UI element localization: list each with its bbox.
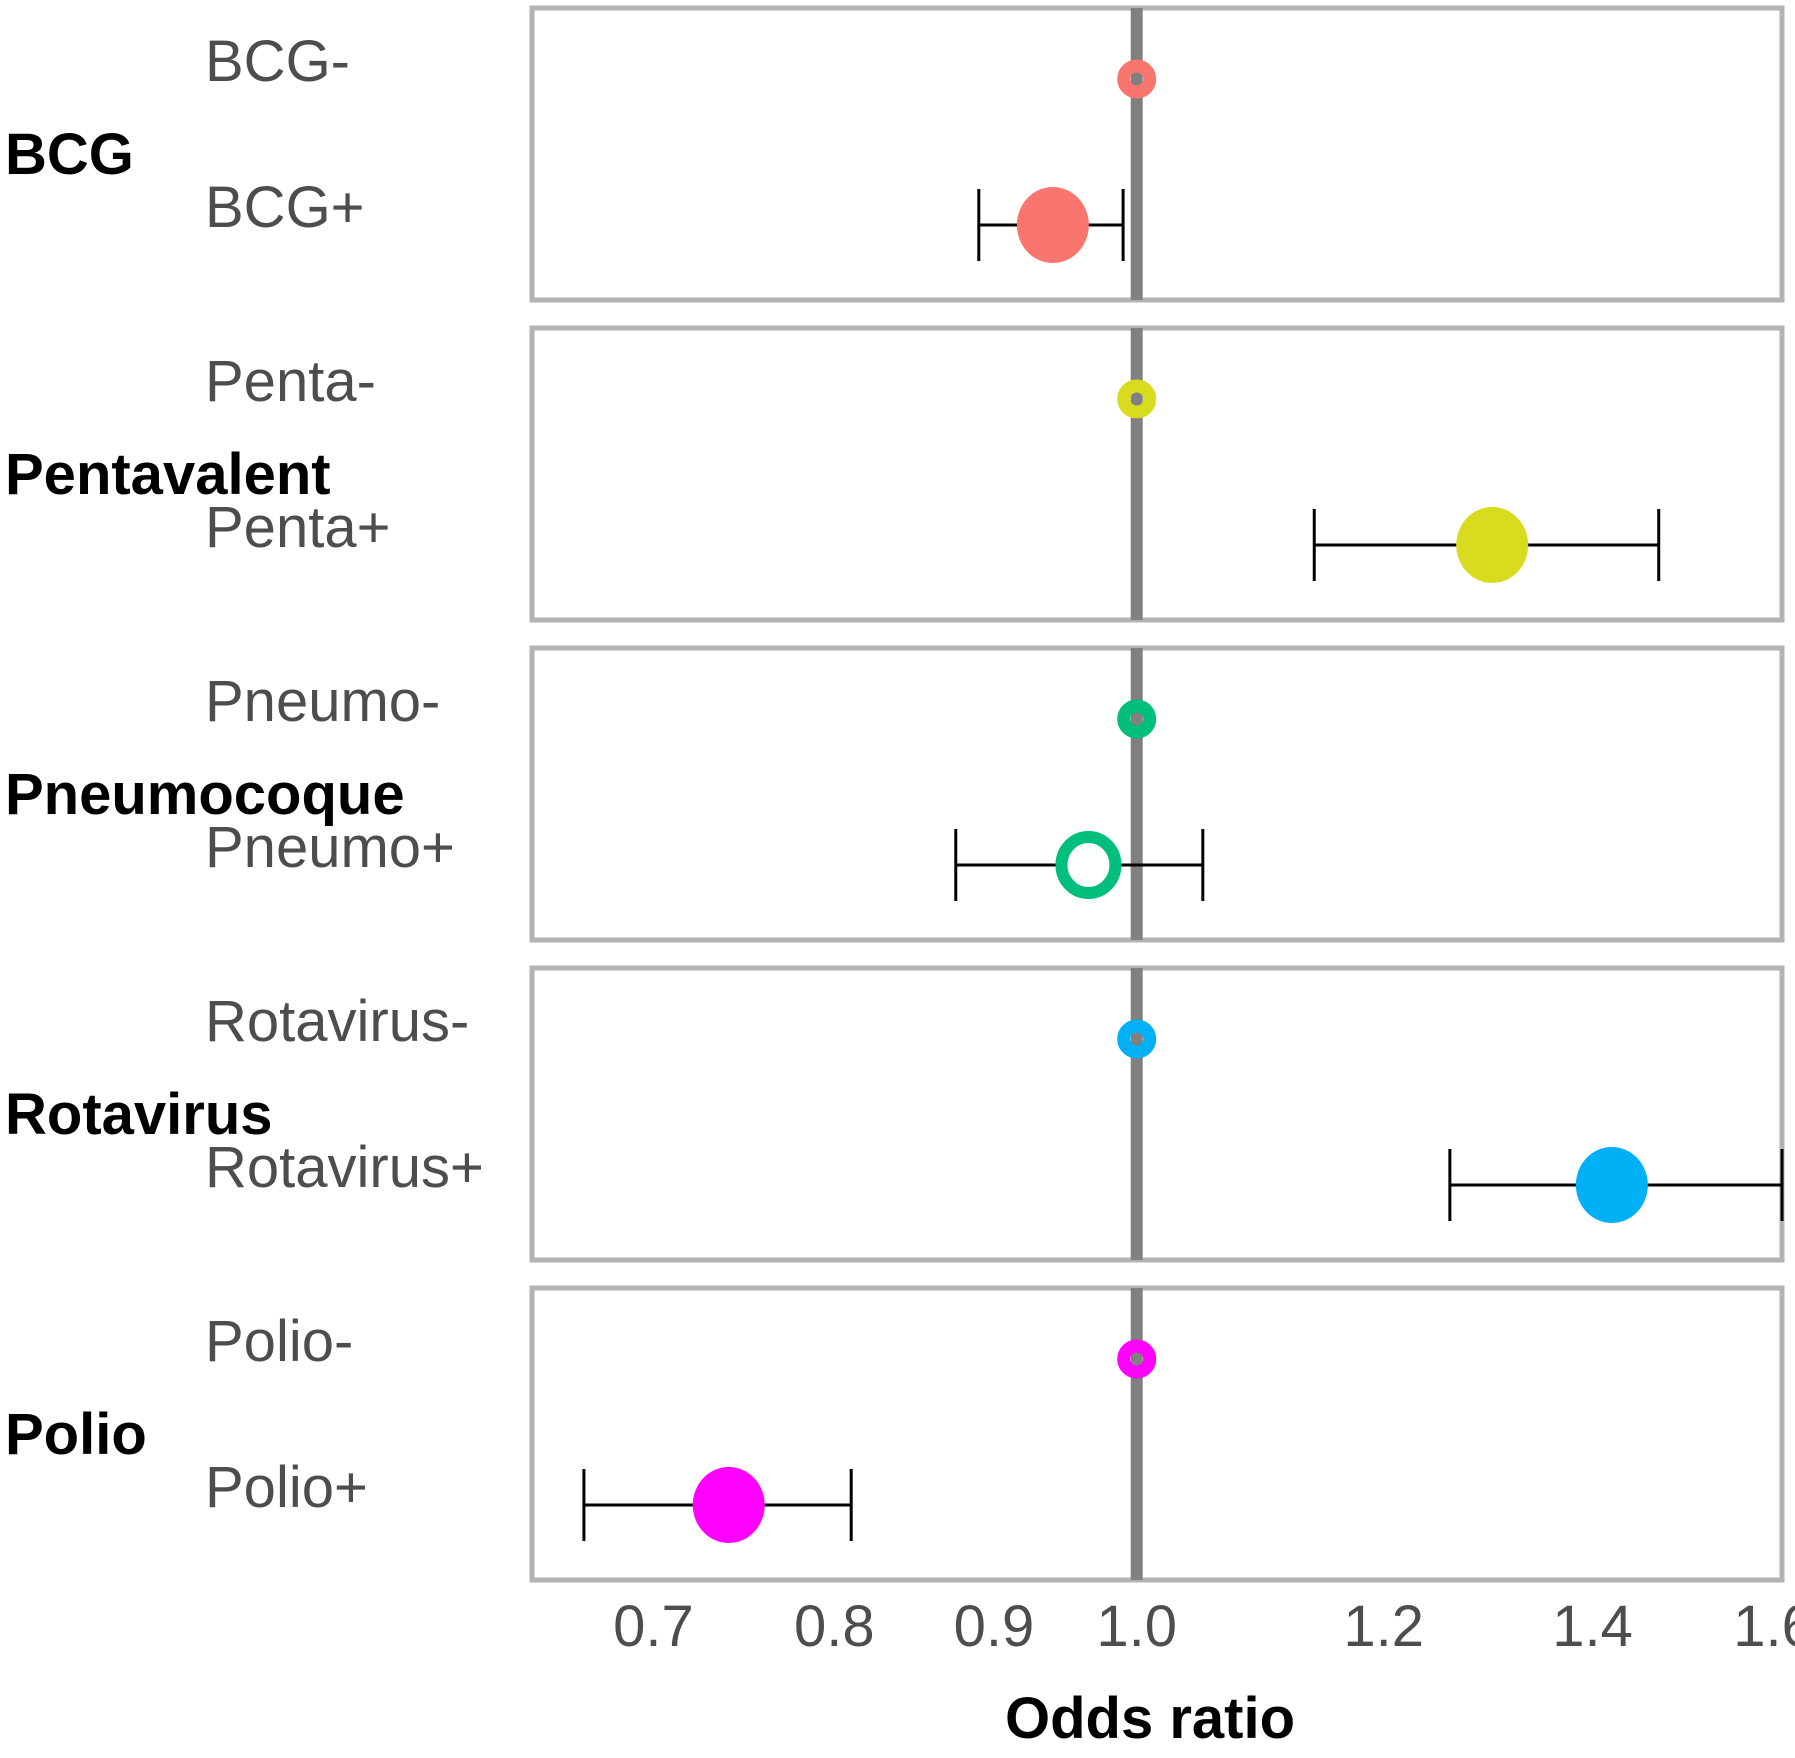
row-label: Polio- <box>205 1309 353 1374</box>
x-tick-label: 1.6 <box>1733 1594 1795 1659</box>
row-label: Pneumo+ <box>205 815 455 880</box>
panel-border <box>529 5 1785 303</box>
x-tick-label: 0.9 <box>954 1594 1035 1659</box>
reference-point <box>1117 699 1157 739</box>
group-label: Pneumocoque <box>5 762 405 827</box>
reference-point <box>1117 379 1157 419</box>
panel-border <box>529 965 1785 1263</box>
x-tick-label: 1.4 <box>1552 1594 1633 1659</box>
panel-polio: Polio Polio- Polio+ <box>5 1285 1785 1583</box>
x-tick-label: 0.8 <box>794 1594 875 1659</box>
row-label: Polio+ <box>205 1455 368 1520</box>
panel-border <box>529 325 1785 623</box>
row-label: Penta+ <box>205 495 390 560</box>
panel-pneumocoque: Pneumocoque Pneumo- Pneumo+ <box>5 645 1785 943</box>
panel-rotavirus: Rotavirus Rotavirus- Rotavirus+ <box>5 965 1785 1263</box>
estimate-point-hollow <box>1055 831 1122 899</box>
group-label: BCG <box>5 122 134 187</box>
panel-bcg: BCG BCG- BCG+ <box>5 5 1785 303</box>
reference-point <box>1117 1339 1157 1379</box>
reference-point <box>1117 1019 1157 1059</box>
reference-point <box>1117 59 1157 99</box>
estimate-point <box>692 1467 765 1543</box>
row-label: Rotavirus- <box>205 989 469 1054</box>
x-tick-label: 0.7 <box>613 1594 694 1659</box>
row-label: Pneumo- <box>205 669 440 734</box>
row-label: Penta- <box>205 349 376 414</box>
estimate-point <box>1016 187 1089 263</box>
x-tick-label: 1.2 <box>1343 1594 1424 1659</box>
panel-border <box>529 645 1785 943</box>
x-axis: 0.7 0.8 0.9 1.0 1.2 1.4 1.6 <box>613 1594 1795 1659</box>
estimate-point <box>1575 1147 1648 1223</box>
estimate-point <box>1456 507 1529 583</box>
group-label: Polio <box>5 1402 147 1467</box>
row-label: BCG- <box>205 29 350 94</box>
group-label: Pentavalent <box>5 442 331 507</box>
panel-pentavalent: Pentavalent Penta- Penta+ <box>5 325 1785 623</box>
x-axis-title: Odds ratio <box>1005 1686 1295 1751</box>
row-label: BCG+ <box>205 175 365 240</box>
x-tick-label: 1.0 <box>1096 1594 1177 1659</box>
group-label: Rotavirus <box>5 1082 273 1147</box>
row-label: Rotavirus+ <box>205 1135 484 1200</box>
panels: BCG BCG- BCG+ Pentavalent Penta- Penta+ Pneumo… <box>5 5 1785 1583</box>
